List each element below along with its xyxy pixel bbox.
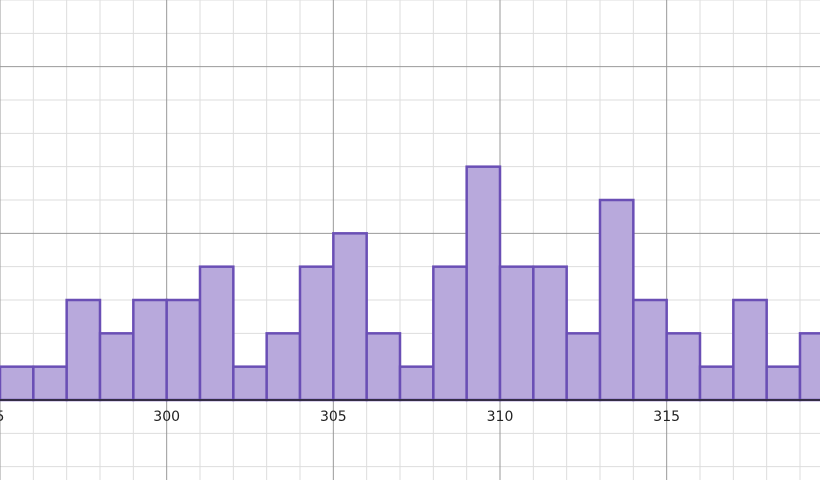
histogram-bar	[98, 332, 135, 402]
x-tick-labels: 53003053103153	[0, 409, 680, 425]
histogram-bar	[65, 298, 102, 402]
histogram-bar	[665, 332, 702, 402]
histogram-bar	[598, 198, 635, 402]
histogram-bar	[532, 265, 568, 402]
histogram-bar	[765, 365, 802, 402]
histogram-bar	[0, 365, 35, 402]
histogram-bar	[32, 365, 68, 402]
histogram-bar	[565, 332, 602, 402]
histogram-bar	[465, 165, 502, 402]
histogram-bar	[165, 298, 202, 402]
x-tick-label: 300	[153, 409, 180, 425]
histogram-bar	[698, 365, 735, 402]
x-tick-label: 315	[653, 409, 680, 425]
histogram-bar	[232, 365, 268, 402]
histogram-bar	[498, 265, 535, 402]
histogram-bar	[198, 265, 235, 402]
histogram-bar	[798, 332, 820, 402]
x-tick-label: 305	[320, 409, 347, 425]
histogram-bar	[732, 298, 768, 402]
histogram-bar	[265, 332, 302, 402]
histogram-bars	[0, 165, 820, 402]
histogram-bar	[432, 265, 468, 402]
histogram-bar	[365, 332, 402, 402]
histogram-bar	[298, 265, 335, 402]
histogram-bar	[132, 298, 168, 402]
x-tick-label: 5	[0, 409, 4, 425]
x-tick-label: 310	[487, 409, 514, 425]
histogram-bar	[398, 365, 435, 402]
histogram-bar	[332, 232, 368, 402]
histogram-bar	[632, 298, 668, 402]
